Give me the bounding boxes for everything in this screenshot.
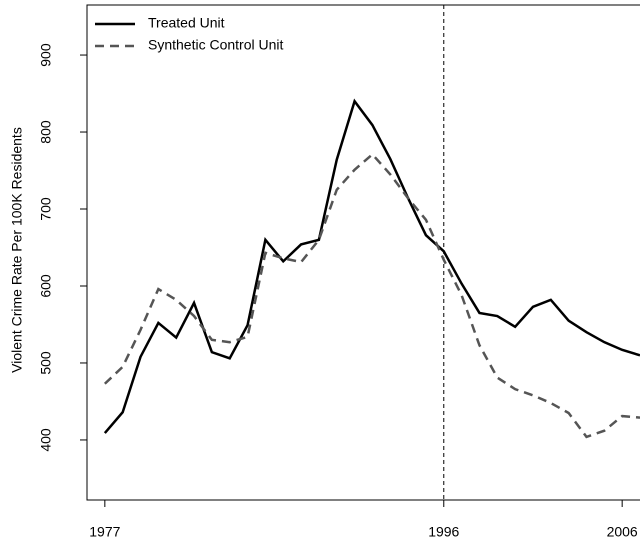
x-tick-label: 1996 bbox=[428, 524, 459, 540]
y-tick-label: 400 bbox=[38, 428, 54, 452]
y-tick-label: 900 bbox=[38, 43, 54, 67]
y-axis-label: Violent Crime Rate Per 100K Residents bbox=[9, 127, 25, 373]
plot-frame bbox=[86, 4, 640, 501]
y-tick-label: 600 bbox=[38, 274, 54, 298]
y-tick-label: 800 bbox=[38, 120, 54, 144]
x-tick-label: 2006 bbox=[607, 524, 638, 540]
y-tick-label: 500 bbox=[38, 351, 54, 375]
series-line bbox=[103, 98, 640, 434]
legend-label: Treated Unit bbox=[148, 15, 225, 31]
y-tick-label: 700 bbox=[38, 197, 54, 221]
x-tick-label: 1977 bbox=[89, 524, 120, 540]
legend-label: Synthetic Control Unit bbox=[148, 37, 284, 53]
series-line bbox=[103, 152, 640, 439]
